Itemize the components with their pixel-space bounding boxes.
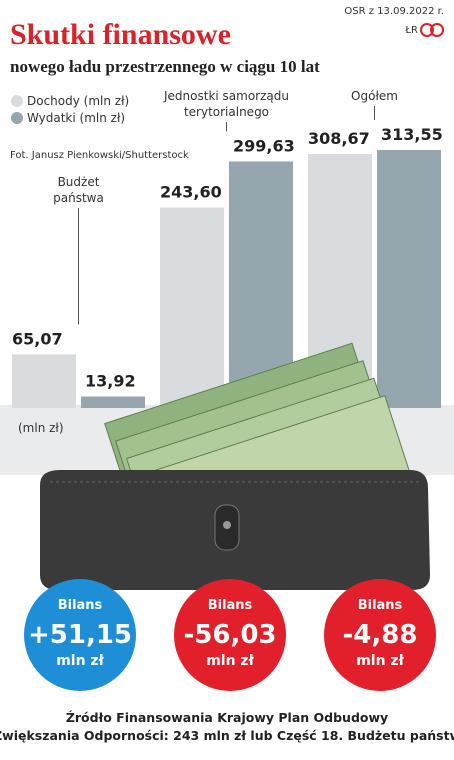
footer-line: Źródło Finansowania Krajowy Plan Odbudow… bbox=[66, 710, 388, 725]
balance-unit: mln zł bbox=[56, 653, 104, 669]
value-label: 13,92 bbox=[85, 372, 136, 391]
balance-unit: mln zł bbox=[206, 653, 254, 669]
balance-value: +51,15 bbox=[28, 620, 132, 650]
balance-label: Bilans bbox=[208, 598, 253, 613]
logo-mark bbox=[420, 23, 434, 37]
balance-circle bbox=[24, 579, 136, 691]
value-label: 299,63 bbox=[233, 136, 295, 155]
logo-mark bbox=[430, 23, 444, 37]
balance-label: Bilans bbox=[58, 598, 103, 613]
value-label: 308,67 bbox=[308, 129, 370, 148]
category-label: Budżet państwa bbox=[53, 175, 104, 205]
value-label: 243,60 bbox=[160, 183, 222, 202]
title: Skutki finansowe bbox=[10, 18, 231, 51]
legend-label: Wydatki (mln zł) bbox=[27, 111, 125, 125]
balance: Bilans +51,15 mln zł Bilans -56,03 mln zł Bila… bbox=[24, 579, 436, 691]
balance-value: -56,03 bbox=[183, 620, 276, 650]
wallet bbox=[40, 342, 430, 590]
photo-credit: Fot. Janusz Pienkowski/Shutterstock bbox=[10, 150, 189, 161]
balance-label: Bilans bbox=[358, 598, 403, 613]
balance-circle bbox=[324, 579, 436, 691]
footer-line: i Zwiększania Odporności: 243 mln zł lub… bbox=[0, 728, 454, 743]
category-label: Ogółem bbox=[351, 89, 398, 103]
balance-value: -4,88 bbox=[343, 620, 418, 650]
value-label: 65,07 bbox=[12, 329, 63, 348]
legend-label: Dochody (mln zł) bbox=[27, 94, 129, 108]
bar bbox=[160, 207, 224, 408]
bars: 65,07 13,92 Budżet państwa 243,60 299,63 Jedno… bbox=[12, 89, 443, 408]
legend-swatch bbox=[11, 95, 23, 107]
category-label: Jednostki samorządu terytorialnego bbox=[163, 89, 289, 119]
source: OSR z 13.09.2022 r. bbox=[344, 6, 444, 17]
unit-label: (mln zł) bbox=[18, 421, 64, 435]
bar bbox=[81, 396, 145, 408]
legend-swatch bbox=[11, 112, 23, 124]
balance-circle bbox=[174, 579, 286, 691]
bar bbox=[12, 354, 76, 408]
subtitle: nowego ładu przestrzennego w ciągu 10 la… bbox=[10, 57, 320, 76]
bar bbox=[377, 150, 441, 408]
logo: ŁR bbox=[404, 25, 418, 36]
balance-unit: mln zł bbox=[356, 653, 404, 669]
value-label: 313,55 bbox=[381, 125, 443, 144]
